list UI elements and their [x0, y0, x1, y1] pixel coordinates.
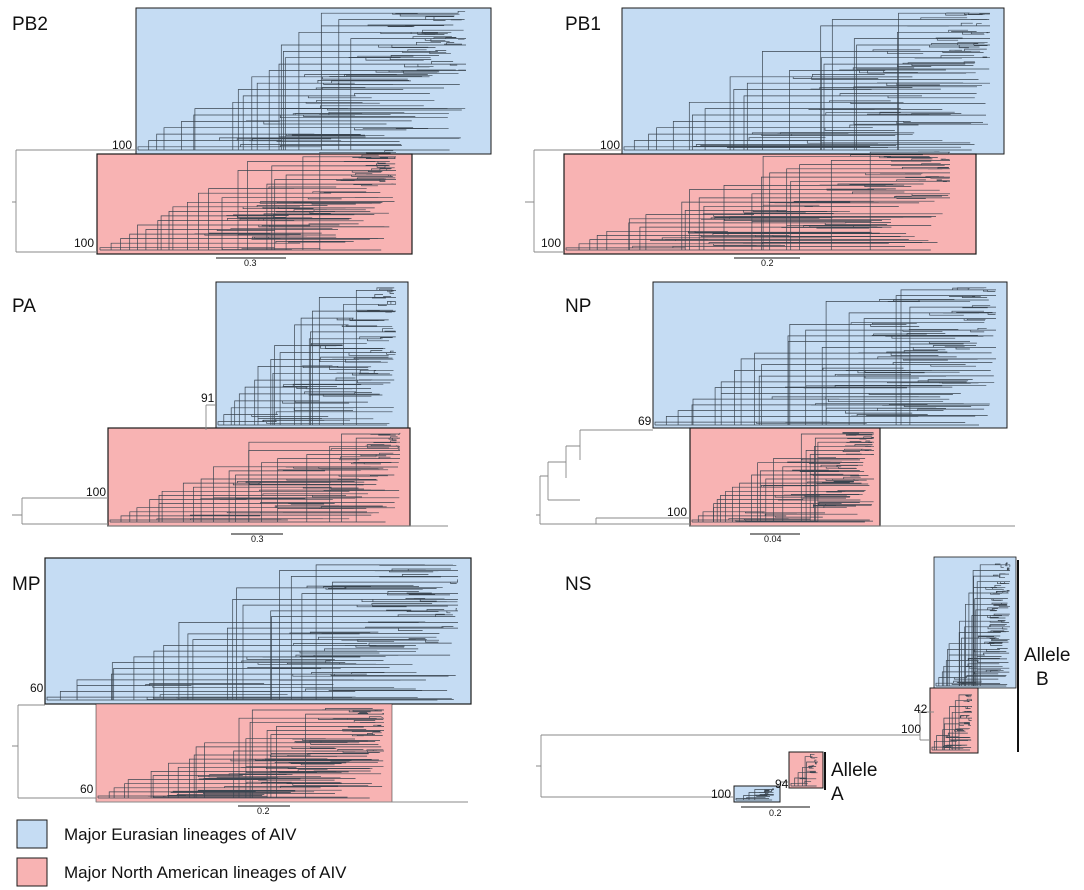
tree-branches — [565, 12, 990, 251]
allele-b-letter: B — [1036, 669, 1049, 690]
legend-label-eurasian: Major Eurasian lineages of AIV — [64, 825, 297, 844]
bootstrap-value: 91 — [201, 391, 215, 405]
tree-backbone — [536, 429, 1015, 527]
legend-swatch-eurasian — [16, 819, 48, 849]
scale-bar-label: 0.04 — [764, 534, 782, 544]
bootstrap-value: 42 — [914, 702, 928, 716]
bootstrap-value: 69 — [638, 414, 652, 428]
panel-title-mp: MP — [12, 574, 41, 595]
tree-branch-path — [931, 694, 973, 751]
north-american-clade-box — [107, 427, 411, 527]
legend-swatch-north-american — [16, 857, 48, 887]
panel-pb2: PB2 100 100 0.3 — [12, 7, 492, 268]
eurasian-clade-box — [652, 281, 1008, 429]
allele-a-letter: A — [831, 784, 844, 805]
tree-branches — [654, 287, 996, 523]
bootstrap-value: 100 — [667, 505, 687, 519]
tree-branches — [46, 564, 458, 799]
panel-title-pb2: PB2 — [12, 14, 48, 35]
bootstrap-value: 100 — [86, 485, 106, 499]
tree-branch-path — [97, 708, 384, 799]
tree-branches — [735, 562, 1011, 801]
scale-bar-label: 0.3 — [251, 534, 264, 544]
eurasian-clade-box — [44, 557, 472, 705]
bootstrap-value: 100 — [711, 787, 731, 801]
tree-branch-path — [99, 150, 396, 251]
tree-branch-path — [109, 432, 401, 523]
tree-branch-path — [46, 564, 458, 701]
legend: Major Eurasian lineages of AIV Major Nor… — [16, 819, 347, 887]
scale-bar-label: 0.2 — [761, 258, 774, 268]
panel-np: NP 69 100 0.04 — [536, 281, 1015, 544]
tree-branch-path — [217, 287, 397, 426]
tree-backbone — [12, 149, 136, 253]
panel-title-pb1: PB1 — [565, 14, 601, 35]
tree-backbone — [536, 711, 934, 798]
tree-branch-path — [565, 151, 950, 251]
panel-title-pa: PA — [12, 296, 36, 317]
tree-backbone — [525, 149, 622, 253]
tree-branch-path — [691, 432, 874, 523]
eurasian-clade-box — [621, 7, 1005, 155]
scale-bar-label: 0.2 — [257, 806, 270, 816]
tree-branches — [99, 10, 466, 251]
tree-branch-path — [935, 562, 1011, 687]
scale-bar-label: 0.3 — [244, 258, 257, 268]
bootstrap-value: 100 — [600, 138, 620, 152]
bootstrap-value: 60 — [80, 782, 94, 796]
tree-branch-path — [654, 287, 996, 426]
north-american-clade-box — [788, 751, 824, 789]
legend-label-north-american: Major North American lineages of AIV — [64, 863, 347, 882]
tree-branch-path — [623, 12, 990, 151]
bootstrap-value: 100 — [112, 138, 132, 152]
panel-pa: PA 91 100 0.3 — [12, 281, 448, 544]
panel-title-ns: NS — [565, 574, 591, 595]
tree-branch-path — [790, 753, 818, 787]
allele-b-label: Allele — [1024, 645, 1070, 666]
allele-a-label: Allele — [831, 760, 877, 781]
tree-backbone — [12, 704, 468, 803]
tree-branch-path — [137, 10, 466, 151]
tree-branches — [109, 287, 401, 523]
panel-mp: MP 60 60 0.2 — [12, 557, 472, 816]
north-american-clade-box — [95, 703, 393, 803]
panel-pb1: PB1 100 100 0.2 — [525, 7, 1005, 268]
scale-bar-label: 0.2 — [769, 808, 782, 818]
panel-title-np: NP — [565, 296, 591, 317]
tree-backbone — [12, 404, 448, 527]
panel-ns: NS Allele B Allele A 42 100 94 100 0.2 — [536, 556, 1070, 818]
bootstrap-value: 100 — [541, 236, 561, 250]
tree-branch-path — [735, 788, 774, 801]
bootstrap-value: 100 — [74, 236, 94, 250]
bootstrap-value: 94 — [775, 777, 789, 791]
bootstrap-value: 100 — [901, 722, 921, 736]
bootstrap-value: 60 — [30, 681, 44, 695]
